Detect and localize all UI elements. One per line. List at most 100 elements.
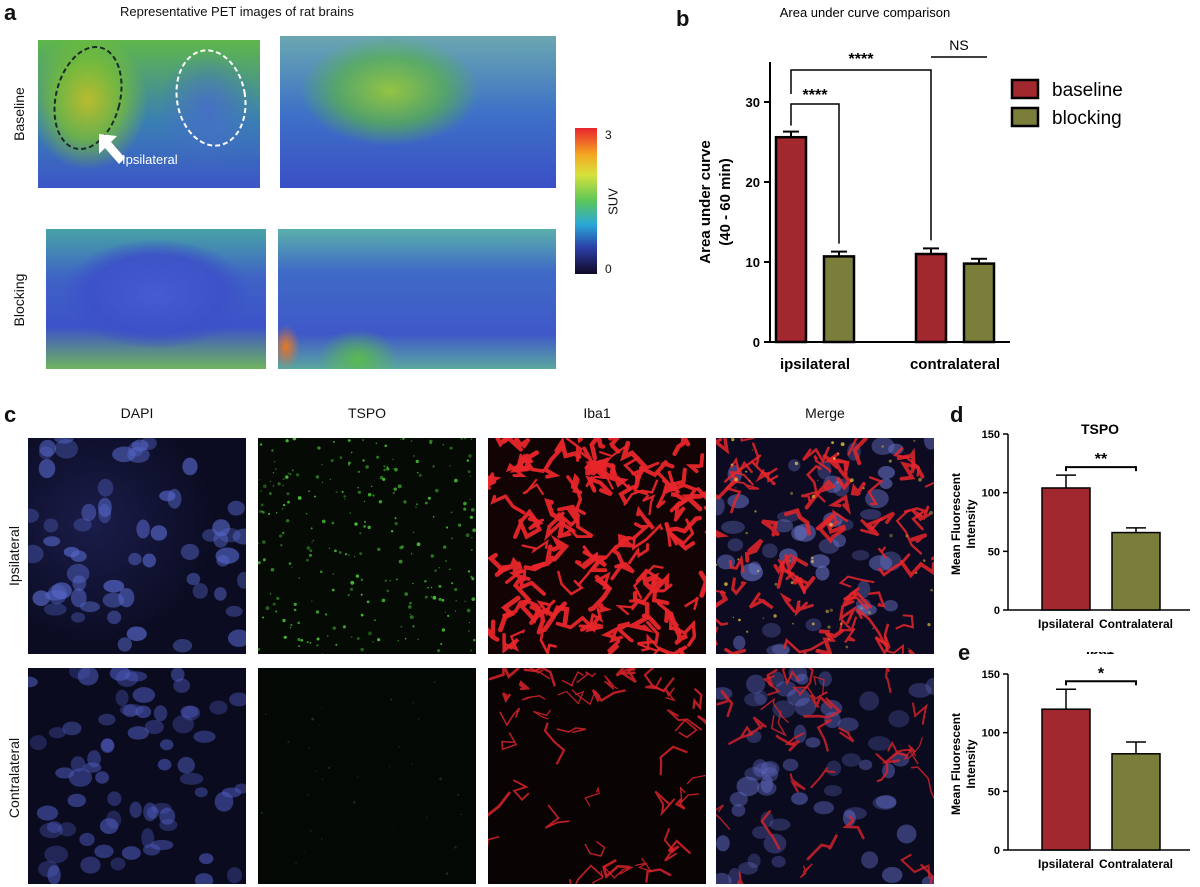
signal-speckle bbox=[275, 610, 278, 613]
cell-process bbox=[860, 517, 883, 536]
nucleus-dot bbox=[237, 571, 246, 589]
signal-speckle bbox=[268, 512, 271, 516]
signal-speckle bbox=[293, 602, 297, 606]
chart-b-title: Area under curve comparison bbox=[780, 5, 951, 20]
signal-speckle bbox=[404, 592, 409, 596]
cell-process bbox=[544, 511, 576, 542]
signal-speckle bbox=[470, 438, 473, 440]
chart-b-bar bbox=[962, 262, 996, 344]
signal-speckle bbox=[773, 614, 777, 618]
signal-speckle bbox=[307, 793, 310, 796]
cell-process bbox=[663, 828, 677, 862]
nucleus-dot bbox=[142, 553, 157, 568]
cell-process bbox=[639, 459, 675, 478]
signal-speckle bbox=[746, 630, 749, 633]
signal-speckle bbox=[363, 520, 367, 523]
micro-contra-tspo bbox=[258, 668, 476, 884]
signal-speckle bbox=[372, 494, 375, 497]
signal-speckle bbox=[799, 600, 801, 602]
signal-speckle bbox=[840, 442, 845, 447]
nucleus-dot bbox=[157, 758, 172, 771]
signal-speckle bbox=[360, 613, 364, 617]
signal-speckle bbox=[734, 477, 738, 482]
nucleus-dot bbox=[824, 711, 841, 729]
micro-contra-merge bbox=[716, 668, 934, 884]
signal-speckle bbox=[289, 627, 292, 629]
cell-process bbox=[762, 675, 781, 696]
signal-speckle bbox=[315, 475, 320, 479]
signal-speckle bbox=[794, 461, 799, 466]
chart-d-xtick-label: Contralateral bbox=[1099, 617, 1173, 631]
cell-process bbox=[728, 554, 745, 573]
signal-speckle bbox=[305, 512, 308, 515]
signal-speckle bbox=[338, 551, 342, 554]
nucleus-dot bbox=[180, 543, 200, 560]
signal-speckle bbox=[471, 577, 475, 581]
cell-process bbox=[569, 864, 604, 884]
arrow-icon bbox=[99, 134, 125, 164]
cell-process bbox=[597, 459, 616, 481]
colorbar-label: SUV bbox=[605, 188, 621, 215]
signal-speckle bbox=[311, 717, 315, 721]
cell-process bbox=[513, 438, 531, 449]
signal-speckle bbox=[907, 647, 910, 650]
signal-speckle bbox=[261, 510, 264, 513]
cell-process bbox=[672, 438, 691, 456]
cell-process bbox=[643, 668, 675, 693]
signal-speckle bbox=[460, 813, 462, 816]
nucleus-dot bbox=[744, 767, 764, 781]
signal-speckle bbox=[436, 688, 438, 690]
nucleus-dot bbox=[775, 680, 797, 697]
signal-speckle bbox=[465, 533, 470, 538]
cell-process bbox=[668, 515, 702, 534]
cell-process bbox=[626, 613, 655, 633]
nucleus-dot bbox=[121, 846, 141, 860]
cell-process bbox=[508, 561, 524, 588]
nucleus-dot bbox=[48, 727, 66, 739]
signal-speckle bbox=[315, 610, 320, 614]
nucleus-dot bbox=[769, 818, 791, 831]
cell-process bbox=[813, 675, 828, 695]
signal-speckle bbox=[427, 496, 431, 500]
signal-speckle bbox=[735, 487, 737, 489]
signal-speckle bbox=[319, 724, 321, 726]
cell-process bbox=[847, 438, 859, 456]
pet-blocking-sagittal bbox=[278, 229, 556, 369]
signal-speckle bbox=[430, 596, 433, 598]
signal-speckle bbox=[260, 811, 263, 814]
cell-process bbox=[809, 694, 833, 709]
cell-process bbox=[866, 511, 896, 537]
chart-e-xtick-label: Contralateral bbox=[1099, 857, 1173, 871]
signal-speckle bbox=[829, 608, 833, 612]
cell-process bbox=[899, 560, 934, 579]
signal-speckle bbox=[913, 439, 916, 442]
cell-process bbox=[899, 853, 931, 879]
cell-process bbox=[635, 858, 653, 873]
signal-speckle bbox=[390, 529, 394, 533]
cell-process bbox=[488, 791, 511, 817]
signal-speckle bbox=[317, 446, 321, 450]
signal-speckle bbox=[469, 515, 473, 519]
nucleus-dot bbox=[181, 705, 201, 721]
signal-speckle bbox=[424, 580, 427, 583]
signal-speckle bbox=[464, 438, 467, 440]
signal-speckle bbox=[836, 481, 839, 484]
cell-process bbox=[532, 544, 556, 570]
signal-speckle bbox=[417, 718, 420, 720]
chart-d-ylabel: Mean Fluorescent bbox=[949, 473, 963, 575]
signal-speckle bbox=[811, 494, 816, 499]
cell-process bbox=[828, 509, 849, 530]
nucleus-dot bbox=[182, 457, 198, 476]
signal-speckle bbox=[269, 492, 272, 495]
cell-process bbox=[698, 570, 706, 598]
signal-speckle bbox=[291, 566, 293, 568]
signal-speckle bbox=[344, 498, 346, 500]
cell-process bbox=[666, 709, 703, 731]
cell-process bbox=[697, 714, 706, 725]
signal-speckle bbox=[862, 487, 865, 490]
nucleus-dot bbox=[826, 760, 842, 777]
cell-process bbox=[692, 688, 703, 711]
chart-b-ytick-label: 30 bbox=[746, 95, 760, 110]
signal-speckle bbox=[430, 554, 435, 558]
cell-process bbox=[518, 680, 530, 691]
